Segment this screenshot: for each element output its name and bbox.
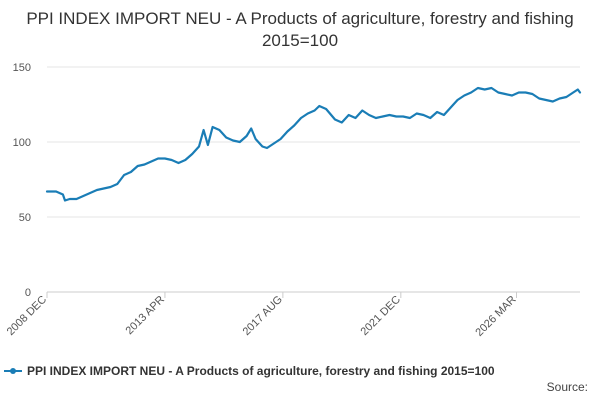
y-tick-label: 100: [13, 137, 31, 149]
legend[interactable]: PPI INDEX IMPORT NEU - A Products of agr…: [4, 362, 600, 380]
x-tick-label: 2017 AUG: [241, 294, 285, 338]
grid-lines: [47, 66, 580, 218]
legend-series-label: PPI INDEX IMPORT NEU - A Products of agr…: [27, 364, 495, 378]
x-tick-label: 2026 MAR: [473, 294, 518, 339]
series-layer: [45, 86, 582, 202]
y-tick-label: 0: [25, 287, 31, 299]
x-tick-label: 2021 DEC: [359, 294, 403, 338]
legend-series-swatch: [4, 366, 22, 376]
y-tick-label: 50: [19, 212, 31, 224]
x-tick-label: 2013 APR: [124, 294, 168, 338]
x-tick-label: 2008 DEC: [5, 294, 49, 338]
source-label: Source:: [546, 380, 588, 394]
y-tick-label: 150: [13, 62, 31, 74]
chart-title: PPI INDEX IMPORT NEU - A Products of agr…: [26, 9, 574, 50]
x-tick-labels: 2008 DEC 2013 APR 2017 AUG 2021 DEC 2026 MAR: [5, 292, 519, 339]
series-line[interactable]: [45, 86, 582, 202]
y-axis: 0 50 100 150: [13, 62, 31, 299]
